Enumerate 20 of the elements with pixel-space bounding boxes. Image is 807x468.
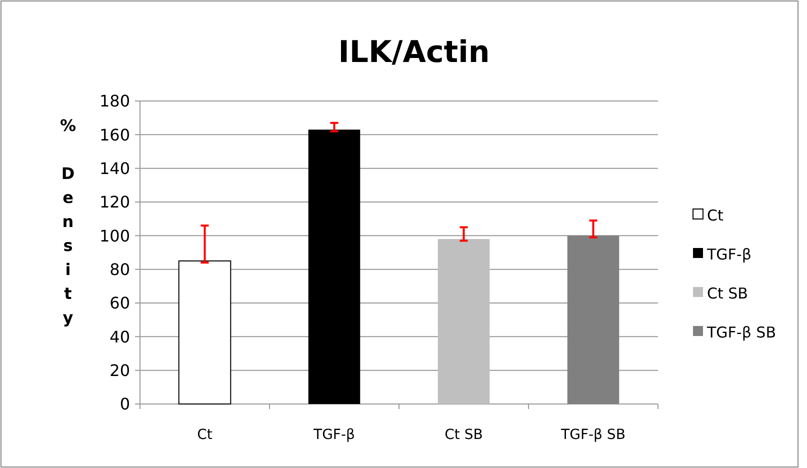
y-tick-label: 180 bbox=[99, 92, 130, 111]
y-tick-label: 40 bbox=[110, 327, 130, 346]
x-tick-label: Ct bbox=[197, 427, 213, 443]
legend-label: Ct bbox=[707, 206, 724, 224]
chart-title: ILK/Actin bbox=[338, 35, 490, 70]
y-tick-label: 20 bbox=[110, 360, 130, 380]
x-tick-label: Ct SB bbox=[444, 427, 483, 443]
y-tick-label: 80 bbox=[110, 260, 130, 279]
y-tick-label: 140 bbox=[99, 158, 130, 178]
legend-label: Ct SB bbox=[707, 284, 748, 302]
y-tick-label: 120 bbox=[99, 192, 130, 212]
y-tick-label: 100 bbox=[99, 226, 130, 246]
y-tick-label: 60 bbox=[110, 294, 130, 313]
legend-label: TGF-β SB bbox=[706, 323, 776, 342]
y-tick-label: 160 bbox=[99, 125, 130, 144]
x-tick-label: TGF-β bbox=[312, 427, 355, 443]
x-tick-label: TGF-β SB bbox=[560, 427, 626, 443]
legend-label: TGF-β bbox=[706, 245, 752, 264]
y-tick-label: 0 bbox=[120, 394, 130, 414]
text: % Density bbox=[60, 116, 76, 327]
